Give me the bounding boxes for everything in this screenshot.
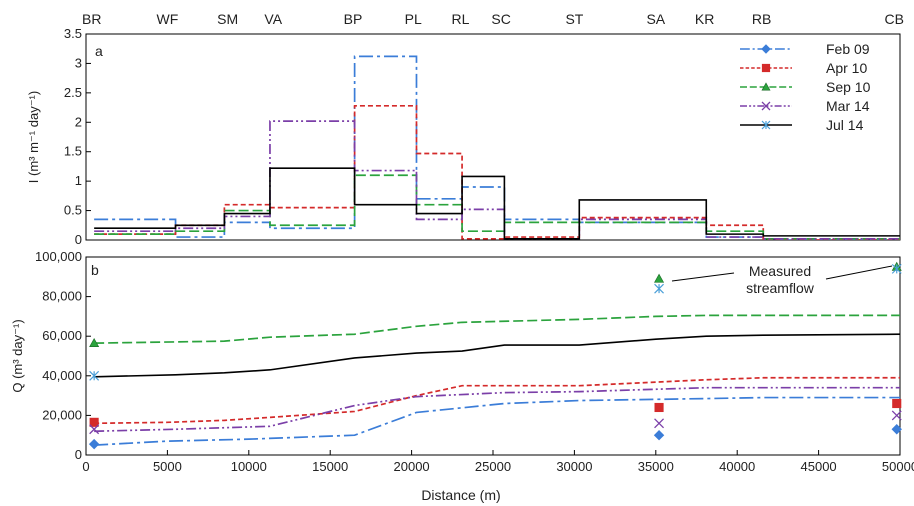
- panel-a-series-jul-14: [94, 167, 900, 240]
- x-tick-label: 40000: [719, 459, 755, 474]
- site-label-sc: SC: [491, 11, 510, 27]
- legend-marker-jul-14: [761, 120, 771, 130]
- panel-a-y-tick-label: 3.5: [64, 26, 82, 41]
- site-label-va: VA: [264, 11, 282, 27]
- panel-a-y-tick-label: 1: [75, 173, 82, 188]
- site-label-kr: KR: [695, 11, 714, 27]
- panel-b-y-tick-label: 100,000: [35, 249, 82, 264]
- measured-point-mar-14: [654, 418, 665, 429]
- measured-point-jul-14: [89, 370, 100, 381]
- x-tick-label: 45000: [801, 459, 837, 474]
- site-label-pl: PL: [405, 11, 422, 27]
- x-tick-label: 50000: [882, 459, 914, 474]
- legend-label-jul-14: Jul 14: [826, 117, 864, 133]
- x-tick-label: 0: [82, 459, 89, 474]
- panel-b-y-tick-label: 20,000: [42, 407, 82, 422]
- site-label-st: ST: [565, 11, 583, 27]
- measured-point-sep-10: [654, 273, 665, 283]
- panel-b-series-mar-14: [94, 386, 900, 433]
- panel-b-y-tick-label: 80,000: [42, 289, 82, 304]
- site-label-rb: RB: [752, 11, 771, 27]
- measured-point-feb-09: [653, 429, 665, 441]
- legend-label-sep-10: Sep 10: [826, 79, 871, 95]
- measured-point-jul-14: [891, 263, 902, 274]
- panel-b-y-axis-label: Q (m³ day⁻¹): [10, 319, 25, 392]
- legend-marker-apr-10: [761, 63, 771, 73]
- panel-a-y-tick-label: 1.5: [64, 144, 82, 159]
- measured-streamflow-markers: [88, 261, 902, 450]
- measured-point-apr-10: [892, 398, 902, 409]
- panel-a-y-tick-label: 0: [75, 232, 82, 247]
- measured-point-sep-10: [89, 338, 100, 348]
- x-tick-label: 25000: [475, 459, 511, 474]
- panel-a-y-tick-label: 2: [75, 114, 82, 129]
- panel-a-series-mar-14: [94, 120, 900, 240]
- legend-box: [732, 38, 896, 138]
- legend-label-apr-10: Apr 10: [826, 60, 867, 76]
- x-axis-label: Distance (m): [421, 487, 500, 503]
- measured-point-apr-10: [654, 402, 664, 413]
- legend-marker-sep-10: [761, 82, 771, 91]
- panel-b: b 0 20,000 40,000 60,000 80,000 100,000 0 5000 1…: [10, 249, 914, 503]
- panel-a-frame: [85, 33, 901, 241]
- annotation-leader-left: [671, 272, 735, 282]
- panel-b-axis-ticks: 0 20,000 40,000 60,000 80,000 100,000 0 5000 100…: [35, 249, 914, 474]
- measured-point-mar-14: [891, 410, 902, 421]
- x-tick-label: 30000: [556, 459, 592, 474]
- x-tick-label: 5000: [153, 459, 182, 474]
- legend-marker-mar-14: [761, 101, 771, 111]
- panel-a-series-sep-10: [94, 174, 900, 240]
- panel-a-y-tick-label: 3: [75, 55, 82, 70]
- x-tick-label: 10000: [231, 459, 267, 474]
- measured-point-apr-10: [89, 417, 99, 427]
- panel-a: a 0 0.5 1 1.5 2 2.5 3 3.5 BR WF SM VA BP PL RL SC ST SA K…: [26, 11, 904, 247]
- panel-b-series-sep-10: [94, 314, 900, 344]
- panel-b-series: [94, 314, 901, 446]
- site-labels: BR WF SM VA BP PL RL SC ST SA KR RB CB: [82, 11, 904, 27]
- measured-point-feb-09: [88, 438, 100, 450]
- annotation-leader-right: [825, 265, 893, 280]
- site-label-wf: WF: [157, 11, 179, 27]
- x-tick-label: 35000: [638, 459, 674, 474]
- measured-point-mar-14: [89, 424, 100, 435]
- panel-a-series: [94, 55, 900, 240]
- panel-b-y-tick-label: 0: [75, 447, 82, 462]
- legend: Feb 09 Apr 10 Sep 10 Mar 14 Jul 14: [732, 38, 896, 138]
- x-tick-label: 15000: [312, 459, 348, 474]
- panel-a-y-tick-label: 2.5: [64, 85, 82, 100]
- site-label-rl: RL: [451, 11, 469, 27]
- panel-a-y-axis-label: I (m³ m⁻¹ day⁻¹): [26, 91, 41, 183]
- measured-point-jul-14: [654, 283, 664, 294]
- panel-b-letter: b: [91, 262, 99, 278]
- site-label-sa: SA: [646, 11, 665, 27]
- legend-marker-feb-09: [761, 44, 771, 54]
- x-tick-label: 20000: [394, 459, 430, 474]
- legend-label-mar-14: Mar 14: [826, 98, 870, 114]
- measured-point-feb-09: [891, 424, 902, 435]
- site-label-sm: SM: [217, 11, 238, 27]
- panel-a-y-tick-label: 0.5: [64, 203, 82, 218]
- site-label-br: BR: [82, 11, 101, 27]
- panel-b-y-tick-label: 60,000: [42, 328, 82, 343]
- site-label-cb: CB: [885, 11, 904, 27]
- annotation-text: Measured streamflow: [746, 263, 815, 296]
- panel-b-series-feb-09: [94, 396, 900, 446]
- panel-b-series-apr-10: [94, 376, 900, 425]
- site-label-bp: BP: [344, 11, 363, 27]
- measured-streamflow-annotation: Measured streamflow: [671, 263, 893, 296]
- panel-a-letter: a: [95, 43, 103, 59]
- legend-label-feb-09: Feb 09: [826, 41, 870, 57]
- panel-b-series-jul-14: [94, 333, 901, 378]
- panel-b-y-tick-label: 40,000: [42, 368, 82, 383]
- panel-a-y-ticks: 0 0.5 1 1.5 2 2.5 3 3.5: [64, 26, 91, 247]
